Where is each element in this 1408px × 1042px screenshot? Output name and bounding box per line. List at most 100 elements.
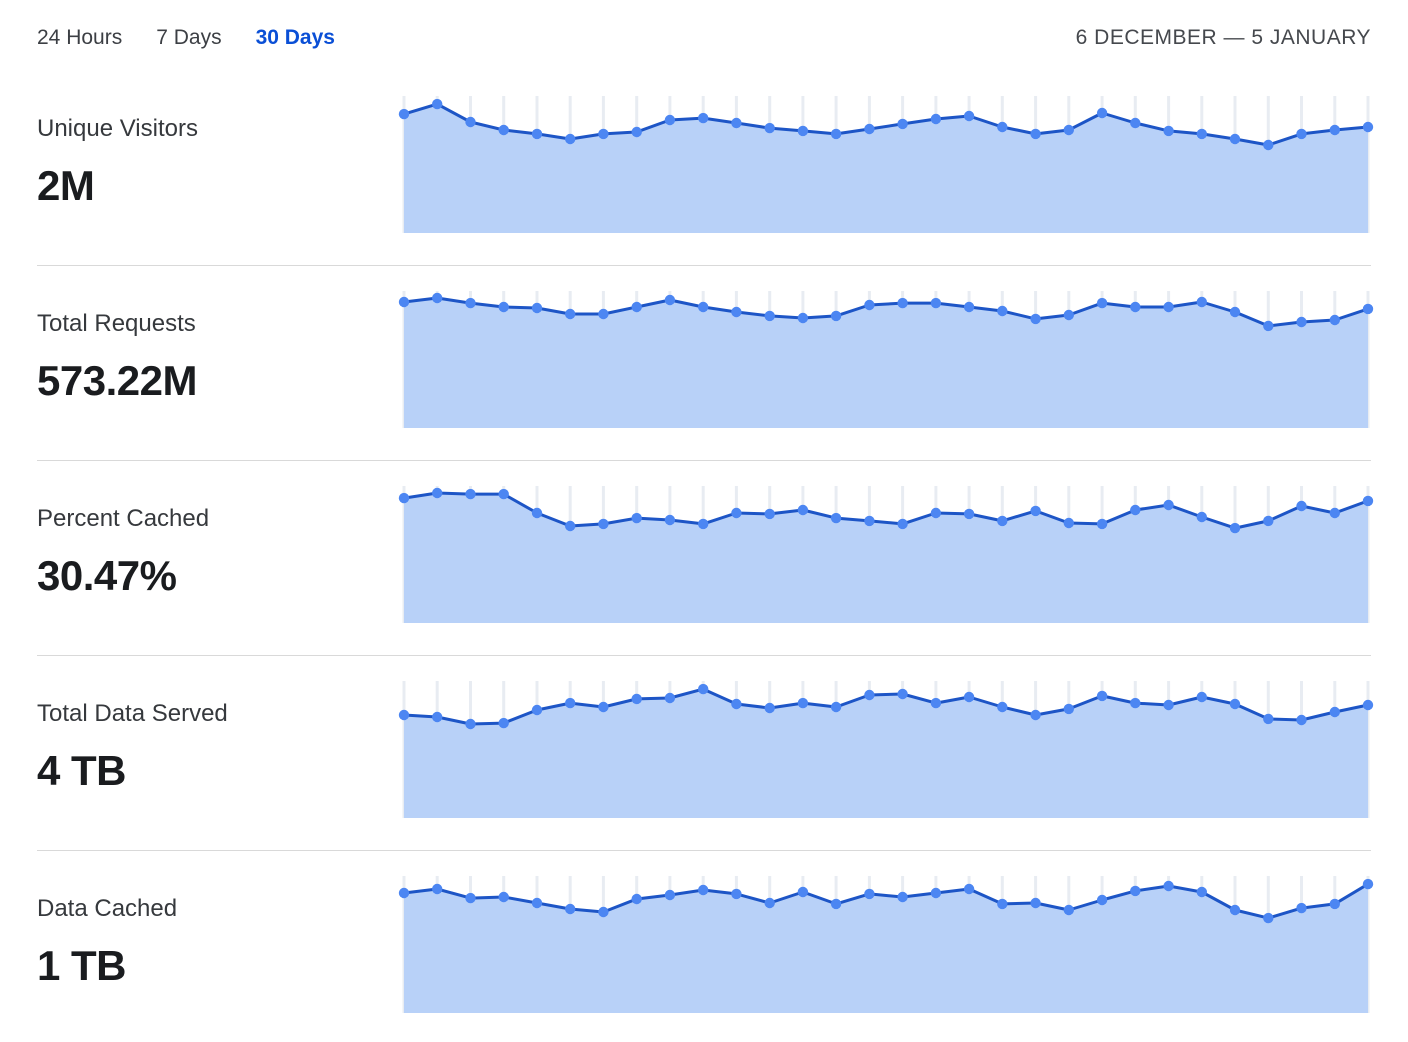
data-point [963,883,975,895]
metric-value: 4 TB [37,746,127,794]
data-point [1263,912,1274,924]
data-point [498,891,509,903]
data-point [1030,128,1041,140]
metric-summary: Unique Visitors 2M [0,71,400,265]
sparkline-area-chart [398,681,1374,818]
data-point [1030,897,1041,909]
chart-container [398,461,1408,655]
metric-section: Percent Cached 30.47% [0,460,1408,655]
data-point [1063,309,1074,321]
metric-summary: Total Requests 573.22M [0,266,400,460]
chart-line [402,102,1370,147]
data-point [1130,697,1141,709]
data-point [1096,894,1108,906]
data-point [1196,128,1207,140]
chart-line [402,491,1370,530]
date-range-label: 6 DECEMBER — 5 JANUARY [1075,26,1371,49]
data-point [797,886,809,898]
data-point [930,297,942,309]
data-point [1130,504,1141,516]
chart-line [402,882,1370,920]
chart-line [402,687,1370,726]
data-point [398,887,410,899]
section-divider [37,850,1371,851]
data-point [930,887,942,899]
data-point [465,488,476,500]
data-point [1096,690,1108,702]
data-point [797,312,809,324]
data-point [465,297,476,309]
chart-container [398,851,1408,1042]
data-point [1196,691,1207,703]
data-point [1163,880,1174,892]
data-point [664,294,676,306]
data-point [830,310,842,322]
data-point [1130,117,1141,129]
data-point [531,128,543,140]
data-point [1163,125,1174,137]
metric-summary: Total Data Served 4 TB [0,656,400,850]
data-point [997,515,1008,527]
data-point [731,306,742,318]
data-point [1130,301,1141,313]
data-point [930,113,942,125]
data-point [531,507,543,519]
data-point [1030,313,1041,325]
chart-line [402,296,1370,328]
tab-30-days[interactable]: 30 Days [255,26,335,49]
data-point [1329,507,1340,519]
data-point [1030,709,1041,721]
data-point [498,717,509,729]
data-point [465,718,476,730]
data-point [631,893,642,905]
data-point [1362,699,1374,711]
data-point [664,692,676,704]
data-point [864,515,875,527]
chart-container [398,656,1408,850]
time-range-toolbar: 24 Hours 7 Days 30 Days 6 DECEMBER — 5 J… [0,0,1408,70]
data-point [598,308,609,320]
data-point [1130,885,1141,897]
data-point [698,301,709,313]
data-point [1362,878,1374,890]
data-point [465,892,476,904]
data-point [830,512,842,524]
data-point [565,903,576,915]
data-point [731,698,742,710]
data-point [531,302,543,314]
data-point [1329,706,1340,718]
data-point [864,888,875,900]
data-point [731,507,742,519]
data-point [1263,139,1274,151]
data-point [864,123,875,135]
metric-label: Data Cached [37,895,178,922]
data-point [997,305,1008,317]
data-point [398,296,410,308]
chart-area-fill [404,298,1368,428]
data-point [598,701,609,713]
metric-value: 573.22M [37,356,197,404]
data-point [432,98,443,110]
data-point [432,711,443,723]
data-point [963,691,975,703]
data-point [963,301,975,313]
data-point [1196,886,1207,898]
data-point [1229,522,1241,534]
data-point [1329,898,1340,910]
data-point [698,112,709,124]
data-point [1296,500,1307,512]
data-point [398,108,410,120]
data-point [1229,133,1241,145]
data-point [1063,124,1074,136]
data-point [864,689,875,701]
data-point [1329,124,1340,136]
data-point [764,508,775,520]
tab-7-days[interactable]: 7 Days [156,26,222,49]
metric-value: 2M [37,161,95,209]
chart-container [398,71,1408,265]
tab-24-hours[interactable]: 24 Hours [37,26,123,49]
data-point [1163,499,1174,511]
metric-section: Total Data Served 4 TB [0,655,1408,850]
data-point [631,301,642,313]
